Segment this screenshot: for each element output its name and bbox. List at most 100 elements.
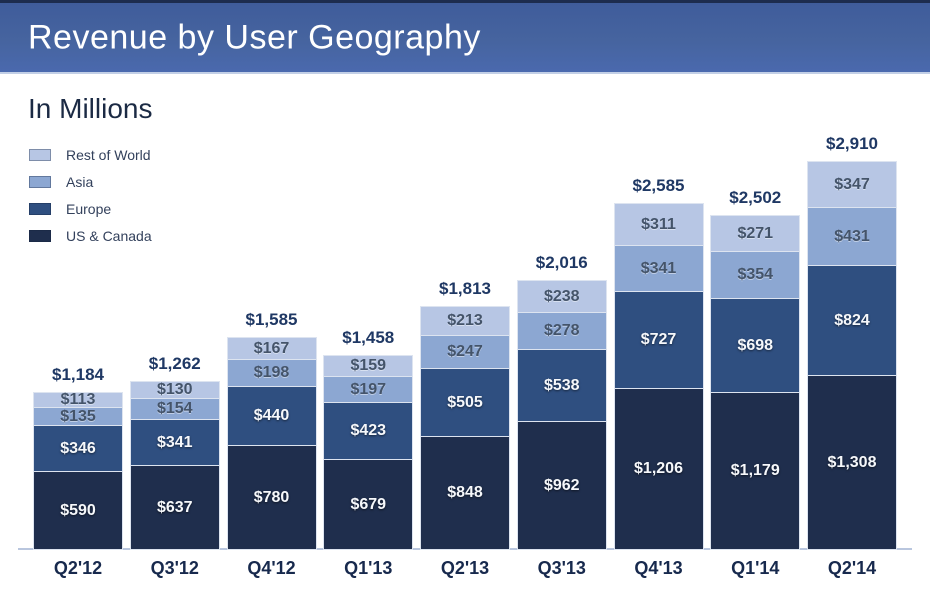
segment-asia: $154 xyxy=(129,398,220,419)
bar-total-label: $2,502 xyxy=(729,188,782,207)
segment-value-label: $538 xyxy=(543,376,580,394)
segment-value-label: $431 xyxy=(834,227,870,245)
legend-label: US & Canada xyxy=(66,227,152,244)
segment-asia: $341 xyxy=(613,245,704,291)
segment-value-label: $505 xyxy=(447,393,483,411)
legend-item-europe: Europe xyxy=(29,195,152,222)
bar-stack: $962 $538 $278 $238 xyxy=(516,280,607,550)
x-axis-label: Q4'12 xyxy=(247,558,296,578)
segment-value-label: $213 xyxy=(447,312,483,329)
bar-q3-13: $962 $538 $278 $238 $2,016 Q3'13 xyxy=(516,0,607,578)
segment-value-label: $247 xyxy=(447,343,483,360)
segment-asia: $247 xyxy=(420,335,510,368)
bar-stack: $1,206 $727 $341 $311 xyxy=(613,203,704,550)
segment-value-label: $962 xyxy=(543,476,580,494)
segment-asia: $198 xyxy=(226,359,317,386)
bar-total-label: $2,585 xyxy=(632,176,685,195)
segment-value-label: $159 xyxy=(350,357,387,374)
segment-rest-of-world: $167 xyxy=(226,337,317,359)
segment-value-label: $780 xyxy=(253,488,290,506)
segment-rest-of-world: $130 xyxy=(129,381,220,398)
segment-us-canada: $590 xyxy=(33,471,123,550)
bar-q2-13: $848 $505 $247 $213 $1,813 Q2'13 xyxy=(420,0,510,578)
segment-europe: $538 xyxy=(516,349,607,421)
x-axis-label: Q1'14 xyxy=(731,558,780,578)
legend-item-us-canada: US & Canada xyxy=(29,222,152,249)
bar-q1-13: $679 $423 $197 $159 $1,458 Q1'13 xyxy=(323,0,414,578)
segment-rest-of-world: $311 xyxy=(613,203,704,245)
segment-value-label: $278 xyxy=(543,322,580,339)
x-axis-label: Q3'13 xyxy=(537,558,586,578)
segment-value-label: $637 xyxy=(156,498,193,516)
bar-stack: $780 $440 $198 $167 xyxy=(226,337,317,550)
chart-subtitle: In Millions xyxy=(28,93,153,124)
segment-asia: $354 xyxy=(710,251,801,298)
legend-swatch-asia xyxy=(29,175,51,188)
segment-rest-of-world: $347 xyxy=(807,161,897,207)
segment-rest-of-world: $159 xyxy=(323,355,414,376)
legend-swatch-europe xyxy=(29,202,51,215)
segment-value-label: $271 xyxy=(737,224,774,242)
bar-stack: $1,308 $824 $431 $347 xyxy=(807,161,897,550)
segment-value-label: $311 xyxy=(641,215,676,233)
x-axis-label: Q4'13 xyxy=(634,558,683,578)
segment-us-canada: $848 xyxy=(420,436,510,550)
segment-value-label: $354 xyxy=(737,266,774,283)
legend-swatch-us-canada xyxy=(29,229,51,242)
segment-value-label: $440 xyxy=(253,407,290,424)
segment-rest-of-world: $213 xyxy=(420,306,510,335)
segment-value-label: $1,308 xyxy=(827,453,877,471)
segment-value-label: $113 xyxy=(60,391,96,408)
segment-europe: $727 xyxy=(613,291,704,388)
bar-total-label: $1,813 xyxy=(439,279,491,298)
legend-item-rest-of-world: Rest of World xyxy=(29,141,152,168)
segment-rest-of-world: $238 xyxy=(516,280,607,312)
segment-europe: $423 xyxy=(323,402,414,459)
bar-stack: $590 $346 $135 $113 xyxy=(33,391,123,550)
segment-asia: $135 xyxy=(33,407,123,425)
segment-us-canada: $1,308 xyxy=(807,375,897,550)
bar-stack: $1,179 $698 $354 $271 xyxy=(710,215,801,550)
segment-europe: $824 xyxy=(807,265,897,375)
bar-total-label: $1,262 xyxy=(148,354,201,373)
bar-stack: $637 $341 $154 $130 xyxy=(129,381,220,550)
bar-stack: $679 $423 $197 $159 xyxy=(323,355,414,550)
segment-value-label: $848 xyxy=(447,484,483,501)
segment-europe: $505 xyxy=(420,368,510,436)
bar-total-label: $1,184 xyxy=(52,365,104,384)
x-axis-label: Q1'13 xyxy=(344,558,393,578)
segment-value-label: $423 xyxy=(350,422,387,439)
x-axis-label: Q3'12 xyxy=(150,558,199,578)
segment-value-label: $347 xyxy=(834,175,870,193)
bar-q3-12: $637 $341 $154 $130 $1,262 Q3'12 xyxy=(129,0,220,578)
segment-value-label: $154 xyxy=(156,400,193,417)
segment-us-canada: $637 xyxy=(129,465,220,550)
legend-label: Rest of World xyxy=(66,146,151,163)
legend: Rest of World Asia Europe US & Canada xyxy=(29,141,152,249)
segment-value-label: $130 xyxy=(156,381,193,398)
segment-value-label: $198 xyxy=(253,364,290,381)
segment-rest-of-world: $271 xyxy=(710,215,801,251)
bar-q4-13: $1,206 $727 $341 $311 $2,585 Q4'13 xyxy=(613,0,704,578)
segment-europe: $346 xyxy=(33,425,123,471)
segment-value-label: $1,206 xyxy=(634,460,683,477)
segment-value-label: $238 xyxy=(543,287,580,305)
segment-value-label: $698 xyxy=(737,336,774,354)
segment-us-canada: $1,206 xyxy=(613,388,704,550)
bar-total-label: $1,458 xyxy=(342,328,395,347)
segment-us-canada: $962 xyxy=(516,421,607,550)
x-axis-label: Q2'12 xyxy=(53,558,103,578)
segment-us-canada: $1,179 xyxy=(710,392,801,550)
segment-europe: $440 xyxy=(226,386,317,445)
segment-asia: $431 xyxy=(807,207,897,265)
segment-value-label: $590 xyxy=(60,501,96,519)
bar-q2-12: $590 $346 $135 $113 $1,184 Q2'12 xyxy=(33,0,123,578)
header-banner: Revenue by User Geography xyxy=(0,0,930,74)
segment-europe: $341 xyxy=(129,419,220,465)
segment-value-label: $341 xyxy=(640,259,677,277)
bar-total-label: $1,585 xyxy=(245,310,298,329)
x-axis-label: Q2'13 xyxy=(440,558,490,578)
segment-value-label: $1,179 xyxy=(730,462,780,479)
legend-label: Europe xyxy=(66,200,112,217)
legend-item-asia: Asia xyxy=(29,168,152,195)
